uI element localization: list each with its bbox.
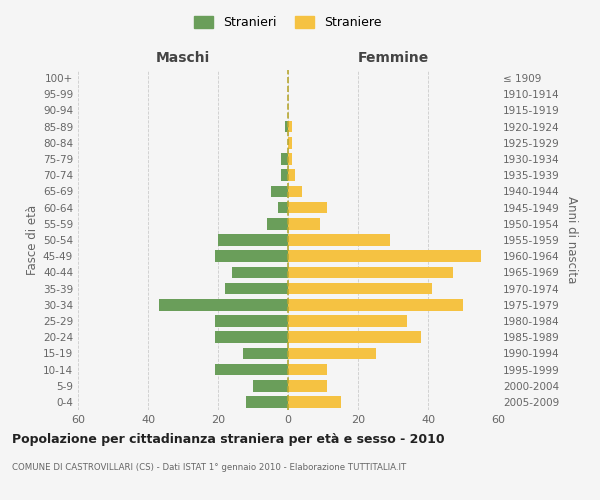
Bar — [288, 396, 341, 407]
Y-axis label: Fasce di età: Fasce di età — [26, 205, 39, 275]
Bar — [288, 250, 481, 262]
Bar — [281, 153, 288, 165]
Text: COMUNE DI CASTROVILLARI (CS) - Dati ISTAT 1° gennaio 2010 - Elaborazione TUTTITA: COMUNE DI CASTROVILLARI (CS) - Dati ISTA… — [12, 462, 406, 471]
Bar — [288, 186, 302, 198]
Bar — [288, 299, 463, 310]
Bar — [288, 234, 389, 246]
Bar — [288, 218, 320, 230]
Text: Femmine: Femmine — [358, 51, 428, 65]
Bar — [215, 364, 288, 376]
Bar — [288, 315, 407, 327]
Bar — [215, 315, 288, 327]
Bar — [232, 266, 288, 278]
Bar — [284, 121, 288, 132]
Legend: Stranieri, Straniere: Stranieri, Straniere — [190, 11, 386, 34]
Bar — [288, 332, 421, 343]
Bar — [288, 153, 292, 165]
Bar — [253, 380, 288, 392]
Bar — [267, 218, 288, 230]
Bar — [288, 121, 292, 132]
Bar — [288, 380, 326, 392]
Bar — [288, 170, 295, 181]
Bar — [271, 186, 288, 198]
Text: Popolazione per cittadinanza straniera per età e sesso - 2010: Popolazione per cittadinanza straniera p… — [12, 432, 445, 446]
Bar — [215, 250, 288, 262]
Bar — [225, 282, 288, 294]
Bar — [288, 348, 376, 359]
Text: Maschi: Maschi — [156, 51, 210, 65]
Bar — [158, 299, 288, 310]
Bar — [288, 137, 292, 148]
Bar — [288, 202, 326, 213]
Bar — [218, 234, 288, 246]
Y-axis label: Anni di nascita: Anni di nascita — [565, 196, 578, 284]
Bar — [288, 282, 431, 294]
Bar — [288, 266, 452, 278]
Bar — [242, 348, 288, 359]
Bar — [215, 332, 288, 343]
Bar — [281, 170, 288, 181]
Bar — [246, 396, 288, 407]
Bar — [288, 364, 326, 376]
Bar — [277, 202, 288, 213]
